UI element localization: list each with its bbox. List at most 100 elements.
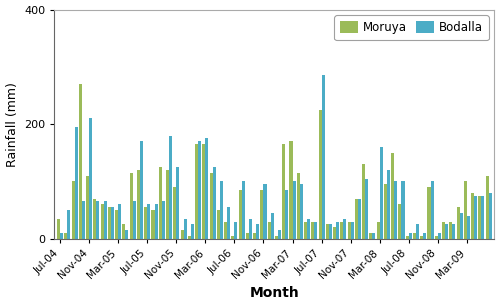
- Bar: [362, 164, 365, 239]
- Bar: [416, 224, 419, 239]
- Bar: [246, 233, 249, 239]
- Bar: [79, 84, 82, 239]
- Bar: [290, 141, 292, 239]
- Bar: [162, 201, 165, 239]
- Bar: [478, 196, 482, 239]
- Bar: [227, 207, 230, 239]
- Bar: [89, 118, 92, 239]
- Bar: [154, 204, 158, 239]
- Bar: [438, 233, 441, 239]
- Bar: [191, 224, 194, 239]
- Bar: [212, 167, 216, 239]
- Bar: [268, 222, 270, 239]
- Bar: [387, 170, 390, 239]
- Bar: [220, 181, 223, 239]
- Bar: [238, 190, 242, 239]
- Bar: [202, 144, 205, 239]
- Bar: [152, 210, 154, 239]
- Bar: [132, 201, 136, 239]
- Bar: [406, 236, 408, 239]
- Bar: [198, 141, 201, 239]
- Bar: [184, 219, 186, 239]
- Bar: [376, 222, 380, 239]
- Bar: [450, 222, 452, 239]
- Bar: [420, 236, 424, 239]
- Bar: [68, 210, 70, 239]
- Bar: [249, 219, 252, 239]
- Bar: [234, 222, 238, 239]
- Bar: [169, 136, 172, 239]
- Bar: [434, 236, 438, 239]
- Bar: [232, 236, 234, 239]
- Bar: [408, 233, 412, 239]
- Bar: [270, 213, 274, 239]
- Bar: [370, 233, 372, 239]
- Bar: [471, 193, 474, 239]
- Bar: [486, 176, 488, 239]
- Bar: [137, 170, 140, 239]
- Bar: [144, 207, 147, 239]
- Bar: [304, 222, 307, 239]
- Bar: [180, 230, 184, 239]
- Bar: [57, 219, 60, 239]
- Bar: [350, 222, 354, 239]
- Bar: [380, 147, 382, 239]
- Bar: [428, 187, 430, 239]
- Bar: [74, 127, 78, 239]
- Bar: [442, 222, 445, 239]
- Bar: [224, 222, 227, 239]
- Bar: [329, 224, 332, 239]
- Bar: [384, 184, 387, 239]
- Bar: [173, 187, 176, 239]
- Bar: [82, 201, 85, 239]
- Bar: [340, 222, 344, 239]
- Bar: [474, 196, 477, 239]
- Bar: [344, 219, 346, 239]
- Bar: [242, 181, 244, 239]
- Bar: [122, 224, 126, 239]
- Bar: [296, 173, 300, 239]
- Bar: [260, 190, 264, 239]
- Bar: [398, 204, 402, 239]
- Bar: [210, 173, 212, 239]
- Bar: [94, 199, 96, 239]
- Bar: [206, 138, 208, 239]
- Bar: [256, 224, 259, 239]
- Bar: [86, 176, 89, 239]
- Bar: [348, 222, 350, 239]
- Bar: [147, 204, 150, 239]
- Bar: [460, 213, 462, 239]
- Bar: [253, 233, 256, 239]
- Bar: [314, 222, 318, 239]
- Bar: [60, 233, 63, 239]
- Bar: [402, 181, 404, 239]
- Bar: [140, 141, 143, 239]
- Bar: [456, 207, 460, 239]
- Bar: [100, 204, 103, 239]
- X-axis label: Month: Month: [250, 286, 299, 300]
- Bar: [482, 196, 484, 239]
- Bar: [115, 210, 118, 239]
- Bar: [176, 167, 180, 239]
- Bar: [355, 199, 358, 239]
- Bar: [278, 230, 281, 239]
- Bar: [445, 224, 448, 239]
- Bar: [464, 181, 467, 239]
- Bar: [467, 216, 470, 239]
- Bar: [292, 181, 296, 239]
- Bar: [264, 184, 266, 239]
- Bar: [72, 181, 74, 239]
- Bar: [217, 210, 220, 239]
- Bar: [365, 179, 368, 239]
- Bar: [275, 236, 278, 239]
- Legend: Moruya, Bodalla: Moruya, Bodalla: [334, 16, 488, 40]
- Bar: [318, 110, 322, 239]
- Bar: [195, 144, 198, 239]
- Bar: [336, 222, 339, 239]
- Y-axis label: Rainfall (mm): Rainfall (mm): [6, 82, 18, 166]
- Bar: [413, 233, 416, 239]
- Bar: [285, 190, 288, 239]
- Bar: [282, 144, 285, 239]
- Bar: [326, 224, 329, 239]
- Bar: [322, 76, 324, 239]
